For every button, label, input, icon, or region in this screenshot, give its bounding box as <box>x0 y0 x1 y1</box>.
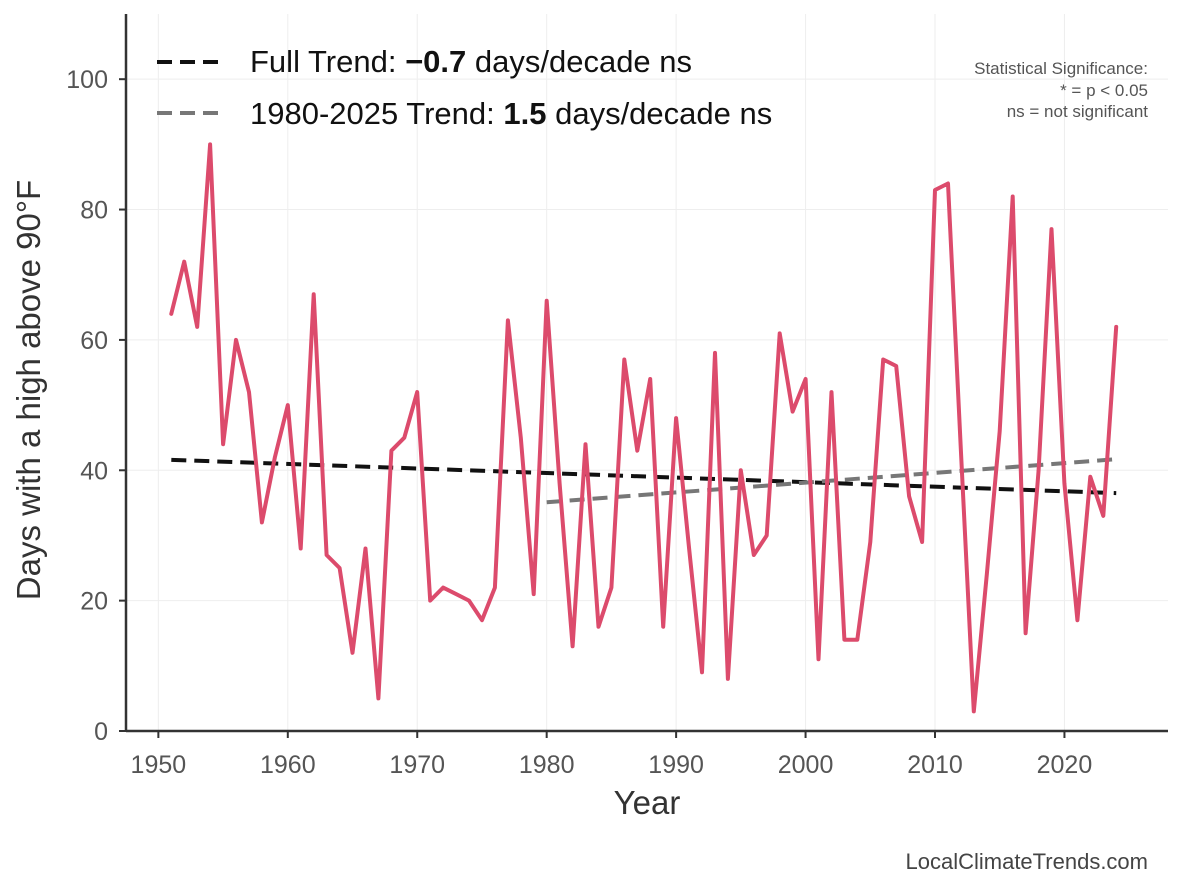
legend-recent-trend-suffix: days/decade ns <box>546 96 772 131</box>
y-tick-label: 40 <box>80 457 108 485</box>
x-tick-label: 1950 <box>131 751 187 779</box>
x-tick-label: 1980 <box>519 751 575 779</box>
legend-full-trend-prefix: Full Trend: <box>250 44 405 79</box>
data-series <box>169 142 1119 714</box>
y-tick-label: 100 <box>66 66 108 94</box>
significance-p-value: * = p < 0.05 <box>1060 81 1148 100</box>
axes <box>124 14 1168 733</box>
source-credit: LocalClimateTrends.com <box>906 849 1149 874</box>
legend-recent-trend-value: 1.5 <box>503 96 546 131</box>
series-line-days-above-90f <box>169 142 1119 714</box>
y-tick-label: 80 <box>80 197 108 225</box>
y-tick-label: 0 <box>94 718 108 746</box>
x-tick-label: 1970 <box>389 751 445 779</box>
trend-lines <box>171 457 1117 505</box>
significance-ns: ns = not significant <box>1007 102 1149 121</box>
x-tick-label: 2000 <box>778 751 834 779</box>
trend-line-full <box>171 457 1117 496</box>
y-axis-title: Days with a high above 90°F <box>10 180 47 600</box>
grid <box>126 14 1168 732</box>
legend-label-full-trend: Full Trend: −0.7 days/decade ns <box>250 44 692 79</box>
legend: Full Trend: −0.7 days/decade ns 1980-202… <box>157 44 772 131</box>
x-tick-label: 1990 <box>648 751 704 779</box>
trend-line-1980-2025 <box>546 457 1117 505</box>
y-tick-label: 60 <box>80 327 108 355</box>
x-tick-label: 2010 <box>907 751 963 779</box>
y-tick-label: 20 <box>80 588 108 616</box>
x-axis-title: Year <box>614 784 681 821</box>
legend-full-trend-value: −0.7 <box>405 44 466 79</box>
legend-recent-trend-prefix: 1980-2025 Trend: <box>250 96 503 131</box>
significance-title: Statistical Significance: <box>974 59 1148 78</box>
x-tick-label: 2020 <box>1037 751 1093 779</box>
legend-full-trend-suffix: days/decade ns <box>466 44 692 79</box>
tick-labels: 1950 1960 1970 1980 1990 2000 2010 2020 0 20 40 60 8… <box>66 66 1092 779</box>
x-tick-label: 1960 <box>260 751 316 779</box>
legend-label-recent-trend: 1980-2025 Trend: 1.5 days/decade ns <box>250 96 772 131</box>
significance-annotation: Statistical Significance: * = p < 0.05 n… <box>974 59 1148 121</box>
